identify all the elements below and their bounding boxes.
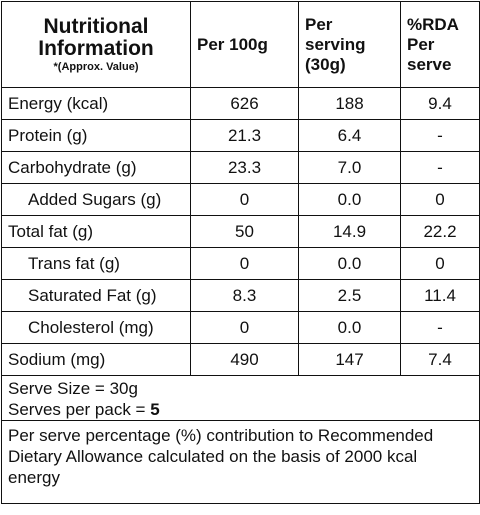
title: Information xyxy=(38,36,154,60)
cell-value: 0 xyxy=(190,311,299,344)
nutrition-table: Nutritional Information *(Approx. Value)… xyxy=(1,1,480,504)
table-row: Energy (kcal) 626 188 9.4 xyxy=(1,87,480,120)
table-row: Cholesterol (mg) 0 0.0- xyxy=(1,311,480,344)
column-header: Per 100g xyxy=(190,1,299,88)
row-label: Carbohydrate (g) xyxy=(1,151,191,184)
title: Nutritional xyxy=(43,14,149,38)
cell-value: 147 xyxy=(298,343,401,376)
cell-value: 0.0 xyxy=(298,183,401,216)
row-label: Saturated Fat (g) xyxy=(1,279,191,312)
cell-value: 8.3 xyxy=(190,279,299,312)
table-row: Sodium (mg) 490 147 7.4 xyxy=(1,343,480,376)
row-label: Total fat (g) xyxy=(1,215,191,248)
cell-value: 0 xyxy=(190,183,299,216)
cell-value: 7.4 xyxy=(400,343,480,376)
table-row: Protein (g) 21.3 6.4- xyxy=(1,119,480,152)
table-row: Added Sugars (g) 0 0.0 0 xyxy=(1,183,480,216)
cell-value: 50 xyxy=(190,215,299,248)
note: *(Approx. Value) xyxy=(53,60,139,73)
serves-per-pack: 5 xyxy=(150,400,160,419)
cell-value: 6.4 xyxy=(298,119,401,152)
table-row: Trans fat (g) 0 0.0 0 xyxy=(1,247,480,280)
cell-value: 0.0 xyxy=(298,247,401,280)
row-label: Cholesterol (mg) xyxy=(1,311,191,344)
column-header: %RDA Per serve xyxy=(400,1,480,88)
cell-value: 9.4 xyxy=(400,87,480,120)
serves-per-pack-label: Serves per pack = xyxy=(8,400,146,419)
cell-value: 188 xyxy=(298,87,401,120)
row-label: Added Sugars (g) xyxy=(1,183,191,216)
cell-value: 626 xyxy=(190,87,299,120)
cell-value: 490 xyxy=(190,343,299,376)
cell-value: 11.4 xyxy=(400,279,480,312)
cell-value: 21.3 xyxy=(190,119,299,152)
title-cell: Nutritional Information *(Approx. Value) xyxy=(1,1,191,88)
cell-value: - xyxy=(400,311,480,344)
cell-value: 0.0 xyxy=(298,311,401,344)
cell-value: 14.9 xyxy=(298,215,401,248)
table-body: Energy (kcal) 626 188 9.4 Protein (g) 21.3 6.4… xyxy=(1,87,480,376)
table-row: Total fat (g) 50 14.9 22.2 xyxy=(1,215,480,248)
table-row: Carbohydrate (g) 23.3 7.0- xyxy=(1,151,480,184)
cell-value: 23.3 xyxy=(190,151,299,184)
serve-size: Serve Size = 30g xyxy=(8,379,138,398)
cell-value: 0 xyxy=(400,247,480,280)
cell-value: 0 xyxy=(190,247,299,280)
cell-value: - xyxy=(400,151,480,184)
column-header: Per serving (30g) xyxy=(298,1,401,88)
cell-value: 22.2 xyxy=(400,215,480,248)
row-label: Sodium (mg) xyxy=(1,343,191,376)
cell-value: 0 xyxy=(400,183,480,216)
cell-value: 2.5 xyxy=(298,279,401,312)
cell-value: - xyxy=(400,119,480,152)
table-row: Saturated Fat (g) 8.3 2.5 11.4 xyxy=(1,279,480,312)
header-row: Nutritional Information *(Approx. Value)… xyxy=(1,1,480,88)
row-label: Protein (g) xyxy=(1,119,191,152)
footnote: Per serve percentage (%) contribution to… xyxy=(1,420,480,504)
serving-cell: Serve Size = 30g Serves per pack = 5 xyxy=(1,375,480,421)
row-label: Energy (kcal) xyxy=(1,87,191,120)
row-label: Trans fat (g) xyxy=(1,247,191,280)
cell-value: 7.0 xyxy=(298,151,401,184)
